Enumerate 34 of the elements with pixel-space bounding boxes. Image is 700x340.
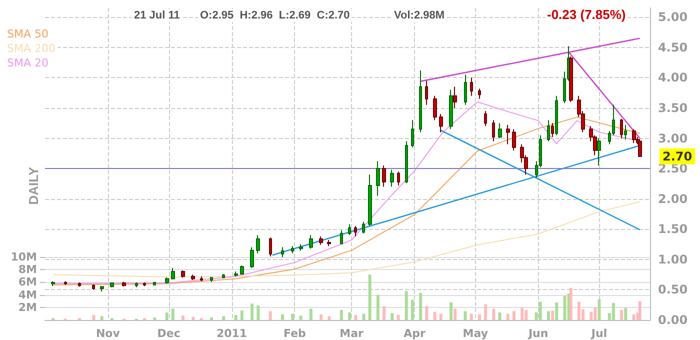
text: SMA 200 [7,42,56,55]
x-tick-label: Dec [157,327,180,340]
x-tick-label: Jun [527,327,548,340]
y-tick-label: 3.50 [658,100,688,115]
y-tick-label: 4.00 [658,70,688,85]
annotation: O:2.95 H:2.96 L:2.69 C:2.70 [200,10,350,22]
y2-tick-label: 6M [18,276,37,289]
x-tick-label: Nov [96,327,121,340]
y2-tick-label: 2M [18,300,37,314]
annotation: Vol:2.98M [394,10,445,22]
y-tick-label: 0.50 [658,282,688,297]
y2-tick-label: 4M [18,288,37,302]
x-tick-label: May [462,327,488,340]
x-tick-label: Mar [340,327,364,340]
y-tick-label: 2.00 [658,192,688,206]
y-tick-label: 2.50 [658,162,688,176]
y-tick-label: 3.00 [658,131,688,146]
y-tick-label: 0.00 [658,313,688,327]
y-tick-label: 5.00 [658,10,688,24]
y2-tick-label: 8M [18,263,37,276]
text: SMA 50 [7,28,48,40]
text: SMA 20 [7,56,48,70]
x-tick-label: Jul [590,327,608,340]
x-tick-label: 2011 [216,327,248,340]
x-tick-label: Feb [284,327,306,340]
y2-tick-label: 10M [10,250,37,264]
annotation: 21 Jul 11 [134,10,180,22]
annotation: -0.23 (7.85%) [547,7,626,22]
y-tick-label: 1.00 [658,252,688,266]
x-tick-label: Apr [404,327,426,340]
text: DAILY [26,166,41,205]
y-tick-label: 4.50 [658,40,688,54]
annotation: 2.70 [662,149,692,164]
y-tick-label: 1.50 [658,222,688,236]
